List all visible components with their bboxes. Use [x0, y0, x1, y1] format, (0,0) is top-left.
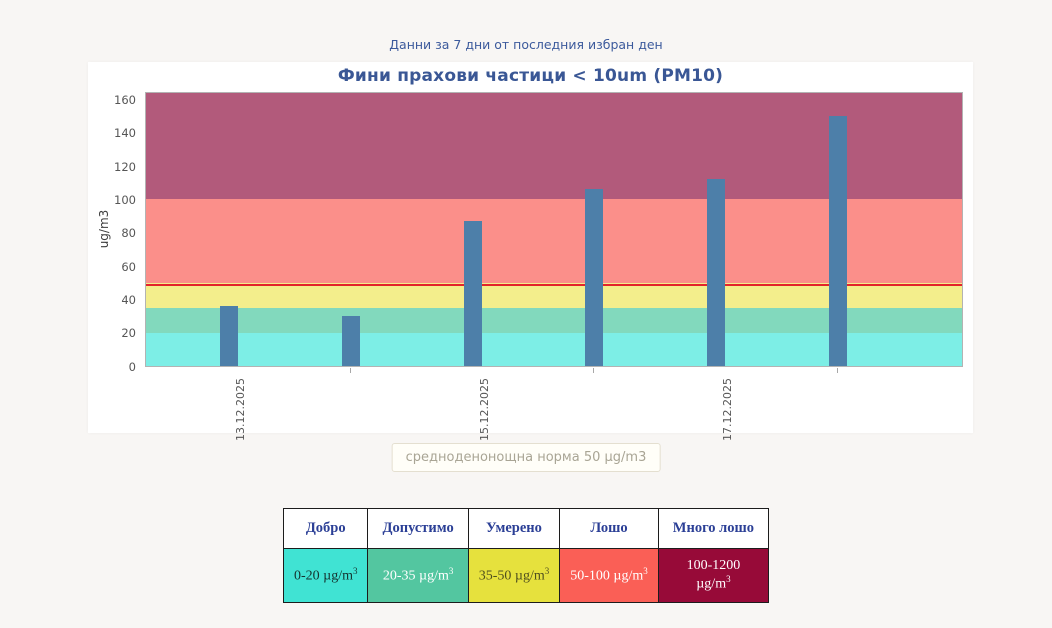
chart-card: Фини прахови частици < 10um (PM10) ug/m3… [88, 62, 973, 441]
aqi-legend-table-wrap: Добро Допустимо Умерено Лошо Много лошо 0-20… [0, 508, 1052, 603]
chart-title: Фини прахови частици < 10um (PM10) [337, 66, 724, 86]
x-tick-label: 15.12.2025 [477, 378, 491, 441]
y-tick-label: 100 [114, 192, 136, 207]
x-tick-mark [593, 368, 595, 373]
threshold-legend-chip[interactable]: средноденонощна норма 50 µg/m3 [391, 443, 661, 472]
y-tick-label: 20 [121, 326, 136, 341]
band-50-100 [146, 199, 962, 283]
band-35-50 [146, 282, 962, 308]
y-tick-label: 160 [114, 92, 136, 107]
y-tick-label: 120 [114, 159, 136, 174]
legend-header-0-20: Добро [282, 508, 369, 549]
bar-17.12.2025 [707, 179, 726, 366]
band-100-165 [146, 93, 962, 200]
legend-cell-35-50: 35-50 µg/m3 [467, 548, 561, 603]
bar-16.12.2025 [585, 189, 604, 366]
x-tick-mark [349, 368, 351, 373]
legend-header-50-100: Лошо [559, 508, 659, 549]
x-tick-label: 17.12.2025 [721, 378, 735, 441]
band-0-20 [146, 332, 962, 366]
x-tick-mark [837, 368, 838, 373]
aqi-legend-table: Добро Допустимо Умерено Лошо Много лошо 0-20… [282, 508, 770, 603]
legend-cell-0-20: 0-20 µg/m3 [282, 548, 369, 603]
plot-area [145, 92, 963, 367]
legend-cell-100-1200: 100-1200 µg/m3 [657, 548, 770, 603]
y-tick-label: 140 [114, 126, 136, 141]
legend-header-100-1200: Много лошо [657, 508, 770, 549]
band-20-35 [146, 307, 962, 333]
bar-15.12.2025 [463, 221, 482, 366]
legend-header-35-50: Умерено [467, 508, 561, 549]
page-subtitle: Данни за 7 дни от последния избран ден [389, 37, 663, 52]
y-tick-label: 80 [121, 226, 136, 241]
legend-cell-50-100: 50-100 µg/m3 [559, 548, 659, 603]
y-tick-label: 60 [121, 259, 136, 274]
legend-header-20-35: Допустимо [367, 508, 469, 549]
legend-cell-20-35: 20-35 µg/m3 [367, 548, 469, 603]
y-tick-label: 40 [121, 292, 136, 307]
x-tick-label: 13.12.2025 [234, 378, 247, 441]
bar-13.12.2025 [220, 306, 238, 366]
bar-14.12.2025 [341, 316, 360, 366]
bar-18.12.2025 [829, 116, 847, 366]
y-tick-label: 0 [128, 359, 136, 374]
threshold-line [146, 283, 962, 286]
